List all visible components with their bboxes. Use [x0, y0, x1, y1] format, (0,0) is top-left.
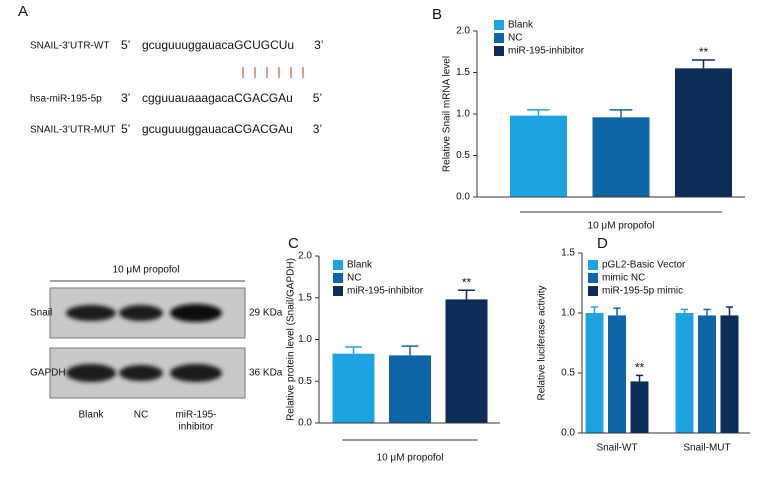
y-tick-label: 1.5: [456, 67, 470, 78]
y-tick-label: 1.5: [298, 292, 312, 303]
significance: **: [462, 275, 472, 289]
y-axis-label: Relative protein level (Snail/GAPDH): [286, 258, 297, 421]
bar: [720, 315, 739, 433]
x-tick-label: Snail-MUT: [683, 443, 730, 454]
sequence-end: 3’: [313, 122, 322, 136]
bar: [445, 299, 488, 423]
legend-swatch: [588, 273, 598, 283]
legend-label: Blank: [347, 260, 373, 271]
bar: [675, 68, 732, 197]
y-tick-label: 0.0: [561, 428, 575, 439]
x-tick-label: 10 μM propofol: [588, 221, 655, 232]
sequence-end: 5’: [121, 38, 130, 52]
bar: [675, 313, 694, 433]
y-tick-label: 0.5: [298, 376, 312, 387]
legend-label: Blank: [508, 20, 534, 31]
significance: **: [635, 361, 645, 375]
seed-site: GCUGCUu: [234, 38, 294, 52]
sequence-end: 5’: [313, 91, 322, 105]
sequence-end: 3’: [121, 91, 130, 105]
x-tick-label: Snail-WT: [596, 443, 637, 454]
y-tick-label: 1.0: [456, 109, 470, 120]
bar: [389, 355, 431, 423]
y-axis-label: Relative Snail mRNA level: [442, 56, 453, 172]
panel-label: A: [18, 3, 28, 20]
legend-label: mimic NC: [602, 273, 645, 284]
legend-swatch: [333, 286, 343, 296]
legend-swatch: [494, 20, 504, 30]
legend-swatch: [333, 260, 343, 270]
legend-label: NC: [508, 33, 522, 44]
panel-label: C: [288, 235, 299, 252]
blot-row-label: GAPDH: [30, 368, 66, 379]
bar: [630, 381, 649, 433]
blot-row-label: Snail: [30, 308, 52, 319]
sequence-end: 3’: [314, 38, 323, 52]
bar: [585, 313, 604, 433]
sequence-name: SNAIL-3’UTR-WT: [30, 41, 109, 52]
legend-swatch: [588, 286, 598, 296]
y-tick-label: 2.0: [298, 251, 312, 262]
seed-site: CGACGAu: [234, 91, 293, 105]
blot-size-label: 36 KDa: [249, 368, 283, 379]
sequence: gcuguuuggauaca: [142, 38, 234, 52]
y-tick-label: 0.0: [456, 192, 470, 203]
y-tick-label: 1.0: [298, 334, 312, 345]
sequence-end: 5’: [121, 122, 130, 136]
sequence: gcuguuuggauaca: [142, 122, 234, 136]
pairing-lines: [242, 67, 304, 78]
bar: [592, 117, 650, 197]
legend-label: NC: [347, 273, 361, 284]
lane-label: miR-195-: [175, 410, 216, 421]
y-axis-label: Relative luciferase activity: [537, 285, 548, 400]
sequence-name: hsa-miR-195-5p: [30, 94, 102, 105]
x-tick-label: 10 μM propofol: [377, 453, 444, 464]
panel-label: D: [597, 235, 608, 252]
legend-label: pGL2-Basic Vector: [602, 260, 686, 271]
blot-gapdh: [49, 347, 246, 399]
lane-label: inhibitor: [178, 422, 214, 433]
blot-snail: [49, 287, 246, 339]
panel-label: B: [432, 6, 442, 23]
bar: [698, 315, 716, 433]
bar: [332, 353, 375, 423]
legend-label: miR-195-inhibitor: [347, 286, 424, 297]
significance: **: [699, 45, 709, 59]
blot-size-label: 29 KDa: [249, 308, 283, 319]
y-tick-label: 0.5: [561, 368, 575, 379]
legend-swatch: [494, 46, 504, 56]
legend-label: miR-195-inhibitor: [508, 46, 585, 57]
blot-title: 10 μM propofol: [113, 265, 180, 276]
y-tick-label: 1.5: [561, 248, 575, 259]
y-tick-label: 2.0: [456, 26, 470, 37]
bar: [608, 315, 626, 433]
y-tick-label: 1.0: [561, 308, 575, 319]
y-tick-label: 0.0: [298, 418, 312, 429]
legend-swatch: [494, 33, 504, 43]
lane-label: NC: [134, 410, 148, 421]
bar: [510, 115, 567, 197]
y-tick-label: 0.5: [456, 150, 470, 161]
legend-swatch: [333, 273, 343, 283]
sequence-name: SNAIL-3’UTR-MUT: [30, 125, 116, 136]
seed-site: CGACGAu: [234, 122, 293, 136]
legend-label: miR-195-5p mimic: [602, 286, 683, 297]
sequence: cgguuauaaagaca: [142, 91, 234, 105]
legend-swatch: [588, 260, 598, 270]
lane-label: Blank: [78, 410, 104, 421]
